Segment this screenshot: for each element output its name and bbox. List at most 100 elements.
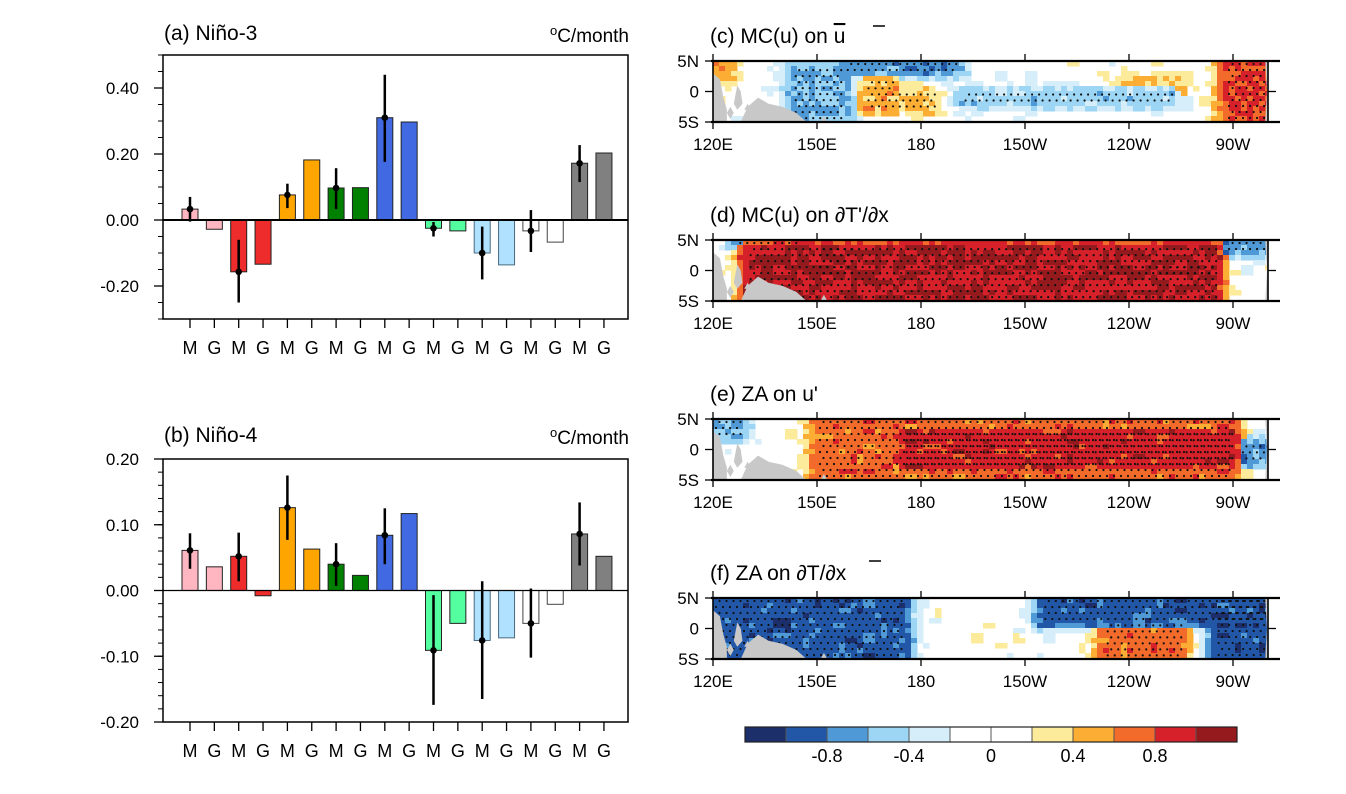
stipple-dot bbox=[1095, 444, 1098, 448]
stipple-dot bbox=[1084, 426, 1088, 430]
contour-cell bbox=[1211, 419, 1218, 425]
contour-cell bbox=[1049, 81, 1056, 87]
contour-cell bbox=[857, 275, 864, 281]
stipple-dot bbox=[1189, 426, 1193, 430]
stipple-dot bbox=[1102, 468, 1105, 472]
stipple-dot bbox=[798, 290, 801, 293]
contour-cell bbox=[1145, 439, 1152, 445]
contour-cell bbox=[965, 474, 972, 480]
contour-cell bbox=[731, 245, 738, 251]
contour-cell bbox=[1025, 290, 1032, 296]
stipple-dot bbox=[833, 278, 836, 281]
contour-cell bbox=[965, 434, 972, 440]
stipple-dot bbox=[930, 474, 934, 478]
stipple-dot bbox=[888, 87, 891, 90]
contour-cell bbox=[755, 270, 762, 276]
contour-cell bbox=[1121, 459, 1128, 465]
stipple-dot bbox=[972, 426, 976, 430]
stipple-dot bbox=[987, 254, 990, 257]
stipple-dot bbox=[865, 248, 868, 251]
stipple-dot bbox=[1070, 438, 1074, 442]
contour-cell bbox=[803, 76, 810, 82]
contour-cell bbox=[1133, 101, 1140, 107]
contour-cell bbox=[1091, 424, 1098, 430]
contour-cell bbox=[935, 76, 942, 82]
stipple-dot bbox=[920, 62, 923, 66]
contour-cell bbox=[1247, 464, 1254, 470]
contour-cell bbox=[983, 280, 990, 286]
stipple-dot bbox=[944, 450, 948, 454]
stipple-dot bbox=[1026, 248, 1029, 251]
contour-cell bbox=[827, 290, 834, 296]
stipple-dot bbox=[1210, 462, 1214, 466]
contour-cell bbox=[785, 81, 792, 87]
stipple-dot bbox=[1117, 260, 1120, 263]
contour-cell bbox=[1097, 444, 1104, 450]
stipple-dot bbox=[1161, 426, 1165, 430]
contour-cell bbox=[947, 290, 954, 296]
stipple-dot bbox=[1021, 457, 1024, 460]
stipple-dot bbox=[858, 248, 861, 251]
contour-cell bbox=[869, 434, 876, 440]
stipple-dot bbox=[1214, 444, 1217, 448]
stipple-dot bbox=[1040, 248, 1043, 251]
contour-cell bbox=[821, 76, 828, 82]
contour-cell bbox=[917, 295, 924, 301]
stipple-dot bbox=[916, 474, 920, 478]
stipple-dot bbox=[840, 278, 843, 281]
stipple-dot bbox=[1067, 444, 1070, 448]
contour-cell bbox=[845, 116, 852, 122]
contour-cell bbox=[815, 280, 822, 286]
contour-cell bbox=[1025, 270, 1032, 276]
contour-cell bbox=[785, 96, 792, 102]
contour-cell bbox=[875, 96, 882, 102]
contour-cell bbox=[995, 464, 1002, 470]
stipple-dot bbox=[986, 457, 989, 460]
contour-cell bbox=[1085, 255, 1092, 261]
x-tick-label: G bbox=[353, 741, 367, 761]
contour-cell bbox=[917, 265, 924, 271]
contour-cell bbox=[983, 474, 990, 480]
stipple-dot bbox=[949, 248, 952, 251]
contour-cell bbox=[821, 464, 828, 470]
contour-cell bbox=[1193, 255, 1200, 261]
contour-cell bbox=[1085, 260, 1092, 266]
contour-cell bbox=[857, 111, 864, 117]
contour-cell bbox=[713, 419, 720, 425]
contour-cell bbox=[833, 454, 840, 460]
contour-cell bbox=[1259, 61, 1266, 67]
contour-cell bbox=[1145, 260, 1152, 266]
contour-cell bbox=[881, 434, 888, 440]
contour-cell bbox=[959, 424, 966, 430]
contour-cell bbox=[845, 439, 852, 445]
stipple-dot bbox=[808, 75, 811, 78]
contour-cell bbox=[1001, 101, 1008, 107]
stipple-dot bbox=[822, 468, 825, 472]
contour-cell bbox=[1007, 260, 1014, 266]
stipple-dot bbox=[1175, 450, 1179, 454]
stipple-dot bbox=[1112, 450, 1116, 454]
contour-cell bbox=[1217, 469, 1224, 475]
contour-cell bbox=[791, 96, 798, 102]
stipple-dot bbox=[812, 105, 815, 108]
contour-cell bbox=[875, 459, 882, 465]
contour-cell bbox=[1013, 96, 1020, 102]
stipple-dot bbox=[1039, 456, 1042, 460]
x-tick-label: 150E bbox=[797, 135, 837, 154]
contour-cell bbox=[1151, 434, 1158, 440]
contour-cell bbox=[899, 285, 906, 291]
contour-cell bbox=[887, 434, 894, 440]
contour-cell bbox=[809, 275, 816, 281]
stipple-dot bbox=[1141, 278, 1144, 281]
stipple-dot bbox=[1005, 272, 1008, 275]
stipple-dot bbox=[969, 420, 972, 424]
stipple-dot bbox=[973, 266, 976, 269]
stipple-dot bbox=[924, 266, 927, 269]
bar-G bbox=[303, 548, 321, 592]
contour-cell bbox=[1259, 91, 1266, 97]
stipple-dot bbox=[1007, 426, 1011, 430]
contour-cell bbox=[899, 469, 906, 475]
contour-cell bbox=[1229, 285, 1236, 291]
stipple-dot bbox=[937, 433, 940, 436]
contour-cell bbox=[1163, 295, 1170, 301]
